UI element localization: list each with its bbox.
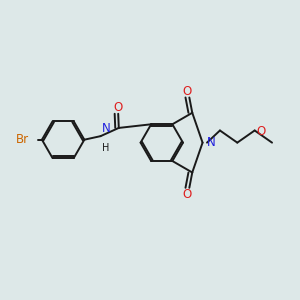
Text: O: O [114, 101, 123, 114]
Text: Br: Br [16, 133, 29, 146]
Text: N: N [102, 122, 110, 135]
Text: H: H [102, 142, 109, 153]
Text: O: O [256, 125, 266, 139]
Text: O: O [183, 188, 192, 201]
Text: N: N [207, 136, 215, 149]
Text: O: O [183, 85, 192, 98]
